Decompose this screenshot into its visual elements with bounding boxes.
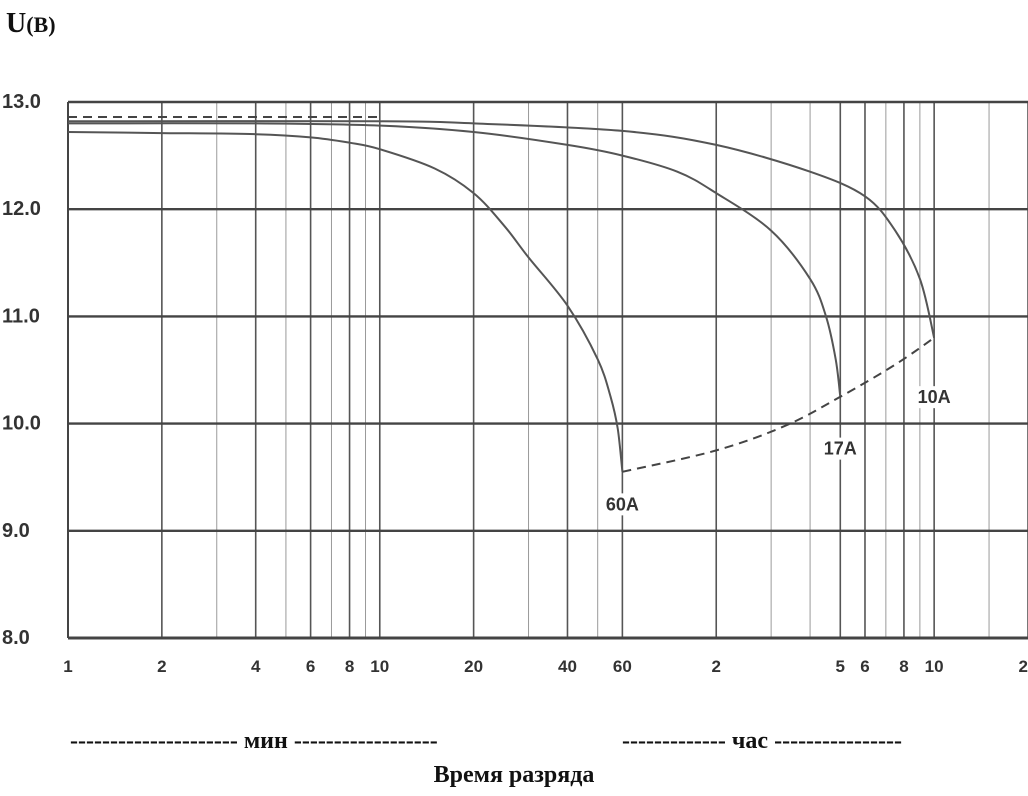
end-voltage-dashed-curve [622, 338, 934, 472]
minutes-unit-label: --------------------- мин --------------… [70, 728, 438, 755]
x-tick-label: 10 [925, 657, 944, 676]
discharge-curve-60a [68, 132, 622, 472]
x-tick-label: 4 [251, 657, 261, 676]
x-tick-label: 6 [306, 657, 315, 676]
hours-unit-label: ------------- час ---------------- [622, 728, 902, 755]
x-tick-label: 2 [157, 657, 166, 676]
y-axis-label-unit: (В) [26, 12, 55, 37]
x-tick-label: 8 [899, 657, 908, 676]
y-tick-label: 10.0 [2, 413, 41, 435]
curve-label: 10A [918, 387, 951, 407]
discharge-curve-10a [68, 121, 934, 338]
x-tick-label: 60 [613, 657, 632, 676]
y-tick-label: 11.0 [2, 305, 40, 327]
curve-label: 17A [824, 439, 857, 459]
discharge-curve-17a [68, 123, 840, 397]
x-tick-label: 20 [464, 657, 483, 676]
x-tick-label: 40 [558, 657, 577, 676]
x-tick-label: 1 [63, 657, 72, 676]
x-tick-label: 6 [860, 657, 869, 676]
x-tick-label: 10 [370, 657, 389, 676]
x-tick-label: 5 [836, 657, 845, 676]
y-axis-label-main: U [6, 8, 26, 39]
y-tick-label: 9.0 [2, 520, 30, 542]
x-axis-label: Время разряда [0, 762, 1028, 789]
curve-label: 60A [606, 494, 639, 514]
x-tick-label: 8 [345, 657, 354, 676]
y-tick-label: 8.0 [2, 627, 30, 649]
y-axis-label: U(В) [6, 8, 56, 40]
x-tick-label: 2 [711, 657, 720, 676]
y-tick-label: 13.0 [2, 91, 41, 113]
y-tick-label: 12.0 [2, 198, 41, 220]
x-tick-label: 20 [1019, 657, 1028, 676]
